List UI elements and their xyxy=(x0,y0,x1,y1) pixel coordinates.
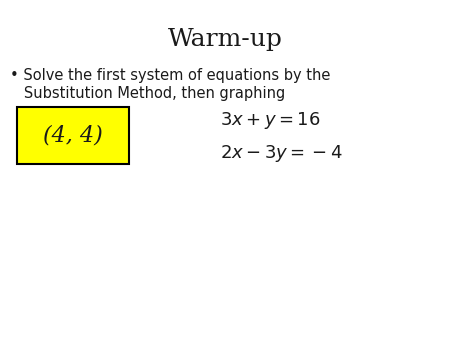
Text: (4, 4): (4, 4) xyxy=(43,124,103,146)
Text: Warm-up: Warm-up xyxy=(167,28,283,51)
Text: $2x - 3y = -4$: $2x - 3y = -4$ xyxy=(220,143,343,164)
Text: Substitution Method, then graphing: Substitution Method, then graphing xyxy=(10,86,285,101)
Text: • Solve the first system of equations by the: • Solve the first system of equations by… xyxy=(10,68,330,83)
FancyBboxPatch shape xyxy=(17,107,129,164)
Text: $3x + y = 16$: $3x + y = 16$ xyxy=(220,110,321,131)
